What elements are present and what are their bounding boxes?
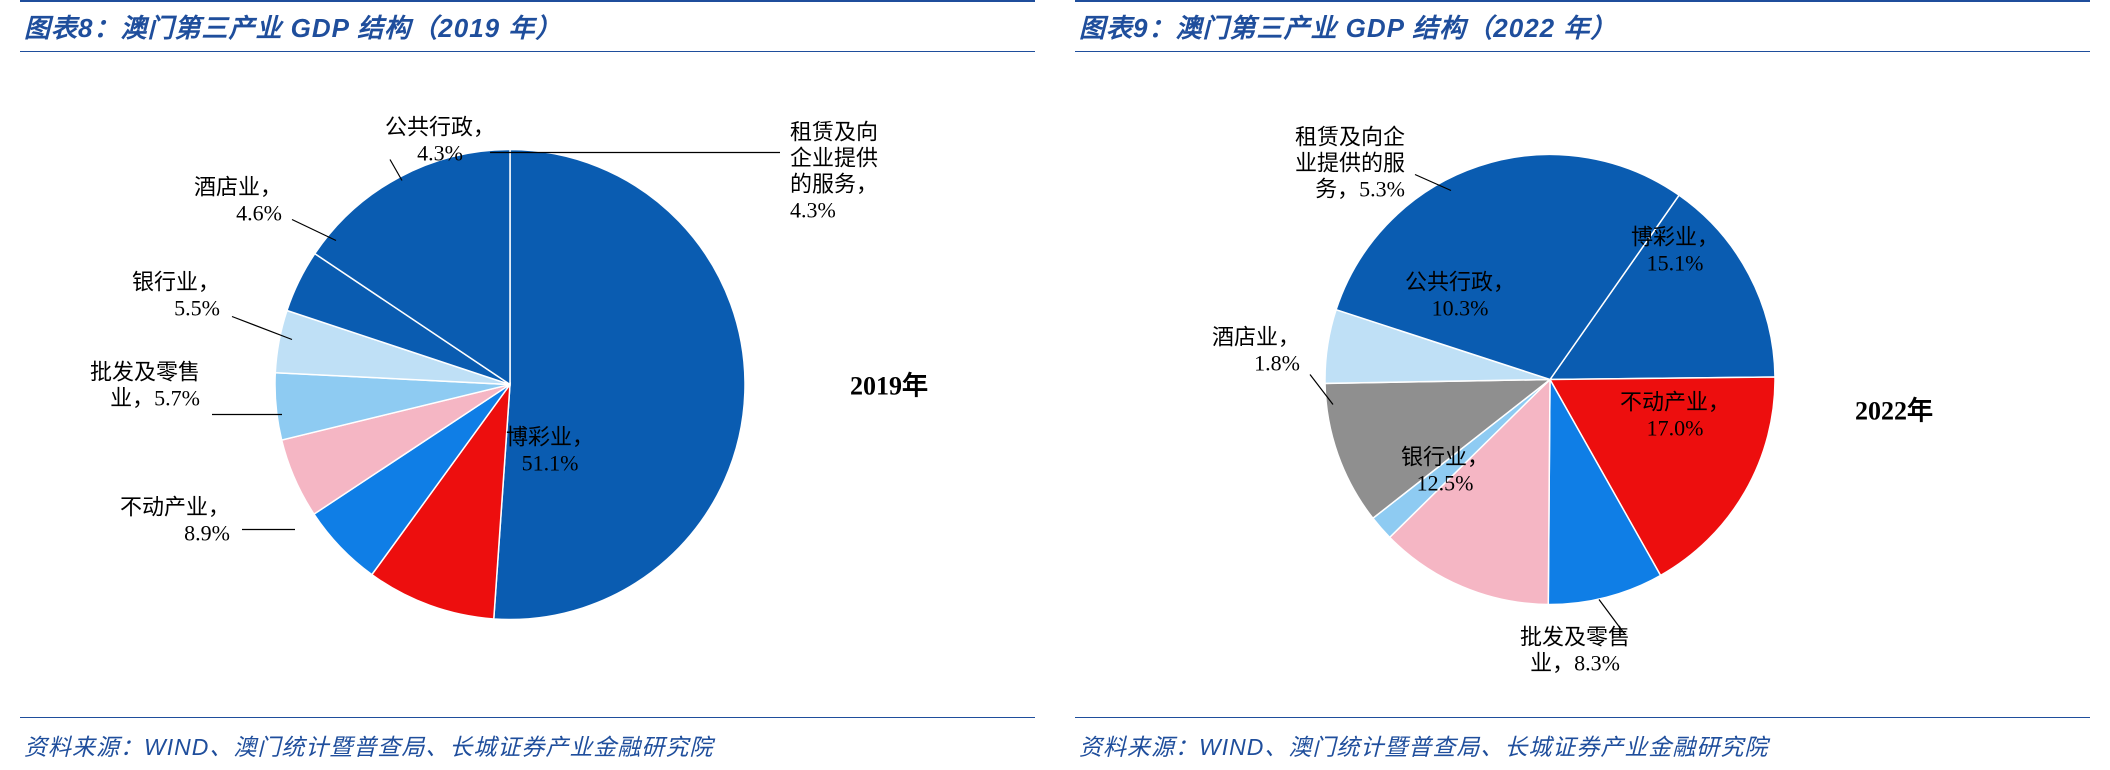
slice-label: 租赁及向企业提供的服务，4.3% [790, 120, 878, 223]
slice-label: 酒店业，4.6% [194, 175, 282, 226]
slice-label: 酒店业，1.8% [1212, 325, 1300, 376]
left-panel: 图表8：澳门第三产业 GDP 结构（2019 年） 博彩业，51.1%不动产业，… [0, 0, 1055, 770]
slice-label: 银行业，5.5% [132, 270, 220, 321]
pie-slice [494, 150, 745, 620]
leader-line [390, 160, 402, 181]
slice-label: 批发及零售业，8.3% [1520, 625, 1630, 676]
slice-label: 租赁及向企业提供的服务，5.3% [1295, 125, 1405, 202]
chart-title-left: 图表8：澳门第三产业 GDP 结构（2019 年） [20, 0, 1035, 52]
year-label: 2019年 [850, 371, 928, 401]
source-left: 资料来源：WIND、澳门统计暨普查局、长城证券产业金融研究院 [20, 717, 1035, 770]
pie-chart-2022: 博彩业，15.1%不动产业，17.0%批发及零售业，8.3%银行业，12.5%酒… [1075, 52, 2090, 717]
chart-area-right: 博彩业，15.1%不动产业，17.0%批发及零售业，8.3%银行业，12.5%酒… [1075, 52, 2090, 717]
leader-line [292, 220, 336, 241]
slice-label: 批发及零售业，5.7% [90, 360, 200, 411]
chart-area-left: 博彩业，51.1%不动产业，8.9%批发及零售业，5.7%银行业，5.5%酒店业… [20, 52, 1035, 717]
right-panel: 图表9：澳门第三产业 GDP 结构（2022 年） 博彩业，15.1%不动产业，… [1055, 0, 2110, 770]
pie-chart-2019: 博彩业，51.1%不动产业，8.9%批发及零售业，5.7%银行业，5.5%酒店业… [20, 52, 1035, 717]
chart-title-right: 图表9：澳门第三产业 GDP 结构（2022 年） [1075, 0, 2090, 52]
year-label: 2022年 [1855, 396, 1933, 426]
source-right: 资料来源：WIND、澳门统计暨普查局、长城证券产业金融研究院 [1075, 717, 2090, 770]
slice-label: 不动产业，8.9% [120, 495, 230, 546]
